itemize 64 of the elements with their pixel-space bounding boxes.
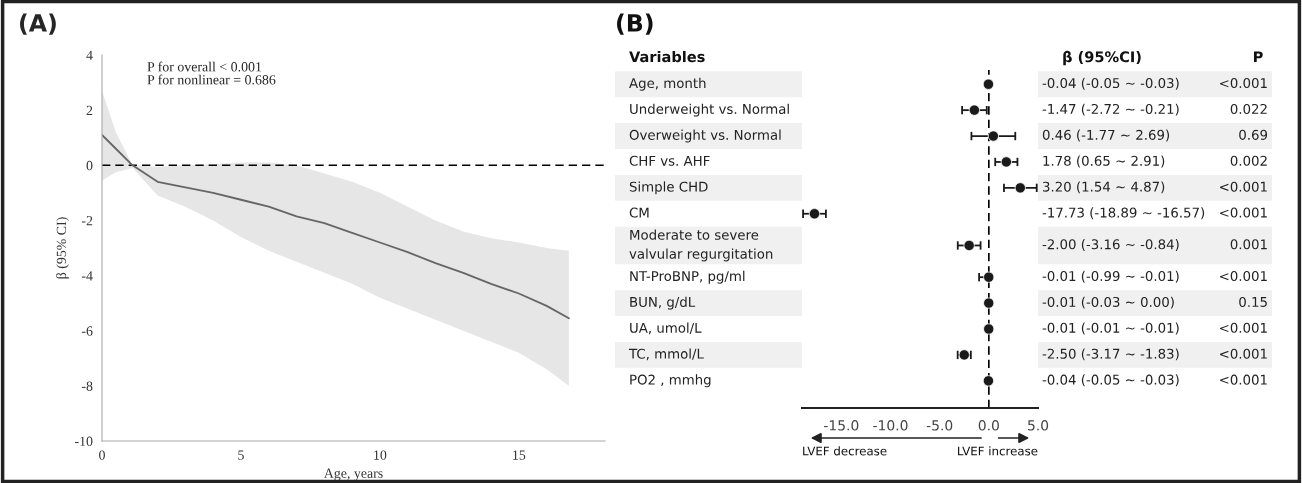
- text: Variables: [629, 50, 705, 63]
- text: -17.73 (-18.89 ~ -16.57): [1042, 207, 1205, 220]
- text: 0.002: [1230, 155, 1267, 166]
- y-tick-label: -8: [81, 381, 93, 391]
- y-tick-label: Age, month: [629, 77, 706, 91]
- text: 3.20 (1.54 ~ 4.87): [1043, 181, 1165, 194]
- y-tick-label: BUN, g/dL: [630, 296, 696, 310]
- y-tick-label: -2: [81, 216, 93, 226]
- text: 1.78 (0.65 ~ 2.91): [1043, 155, 1165, 168]
- x-tick-label: 10: [374, 450, 387, 460]
- y-axis-title: β (95% CI): [56, 217, 69, 279]
- x-tick-label: 5: [238, 450, 244, 460]
- annotation: P for nonlinear = 0.686: [147, 74, 276, 85]
- x-tick-label: 0: [99, 450, 105, 460]
- y-tick-label: CHF vs. AHF: [629, 155, 710, 166]
- text: -2.50 (-3.17 ~ -1.83): [1042, 348, 1179, 361]
- y-tick-label: -10: [74, 436, 93, 446]
- text: <0.001: [1220, 374, 1267, 385]
- text: -0.04 (-0.05 ~ -0.03): [1042, 374, 1179, 387]
- x-tick-label: 15: [513, 450, 526, 460]
- text: 0.001: [1230, 239, 1267, 250]
- y-tick-label: TC, mmol/L: [628, 348, 704, 361]
- text: 0.15: [1239, 296, 1267, 307]
- text: 0.46 (-1.77 ~ 2.69): [1042, 129, 1170, 142]
- text: (B): [617, 13, 653, 35]
- y-tick-label: Simple CHD: [629, 181, 708, 195]
- text: <0.001: [1220, 348, 1267, 359]
- y-tick-label: 0: [86, 160, 93, 171]
- y-tick-label: -4: [81, 271, 93, 281]
- text: -0.01 (-0.99 ~ -0.01): [1042, 270, 1179, 283]
- y-tick-label: 4: [86, 50, 93, 60]
- text: <0.001: [1220, 78, 1267, 89]
- text: LVEF decrease: [803, 446, 887, 456]
- y-tick-label: PO2 , mmhg: [630, 374, 711, 388]
- text: <0.001: [1220, 181, 1267, 192]
- text: P: [1254, 51, 1263, 63]
- text: -0.01 (-0.01 ~ -0.01): [1042, 322, 1179, 335]
- text: LVEF increase: [958, 446, 1038, 456]
- text: 0.022: [1230, 103, 1267, 115]
- text: β (95%CI): [1063, 50, 1141, 66]
- x-tick-label: 0.0: [978, 420, 999, 431]
- y-tick-label: NT-ProBNP, pg/ml: [630, 270, 745, 284]
- y-tick-label: Moderate to severe valvular regurgitation: [629, 229, 773, 262]
- y-tick-label: Underweight vs. Normal: [630, 103, 789, 117]
- y-tick-label: UA, umol/L: [630, 322, 702, 335]
- y-tick-label: 2: [86, 105, 93, 115]
- text: -1.47 (-2.72 ~ -0.21): [1042, 103, 1179, 116]
- x-tick-label: -5.0: [926, 420, 953, 431]
- text: <0.001: [1220, 207, 1267, 218]
- line-series: [102, 134, 570, 320]
- text: -0.04 (-0.05 ~ -0.03): [1042, 77, 1179, 90]
- text: (A): [20, 13, 56, 35]
- x-tick-label: -15.0: [824, 420, 859, 431]
- y-tick-label: CM: [629, 207, 649, 218]
- text: <0.001: [1220, 270, 1267, 282]
- y-tick-label: -6: [81, 326, 93, 336]
- text: <0.001: [1220, 322, 1267, 333]
- annotation: P for overall < 0.001: [147, 61, 262, 72]
- text: 0.69: [1239, 129, 1268, 140]
- text: -2.00 (-3.16 ~ -0.84): [1042, 239, 1179, 251]
- x-tick-label: -10.0: [873, 420, 908, 431]
- y-tick-label: Overweight vs. Normal: [629, 129, 781, 143]
- text: -0.01 (-0.03 ~ 0.00): [1042, 296, 1174, 309]
- x-tick-label: 5.0: [1028, 420, 1049, 431]
